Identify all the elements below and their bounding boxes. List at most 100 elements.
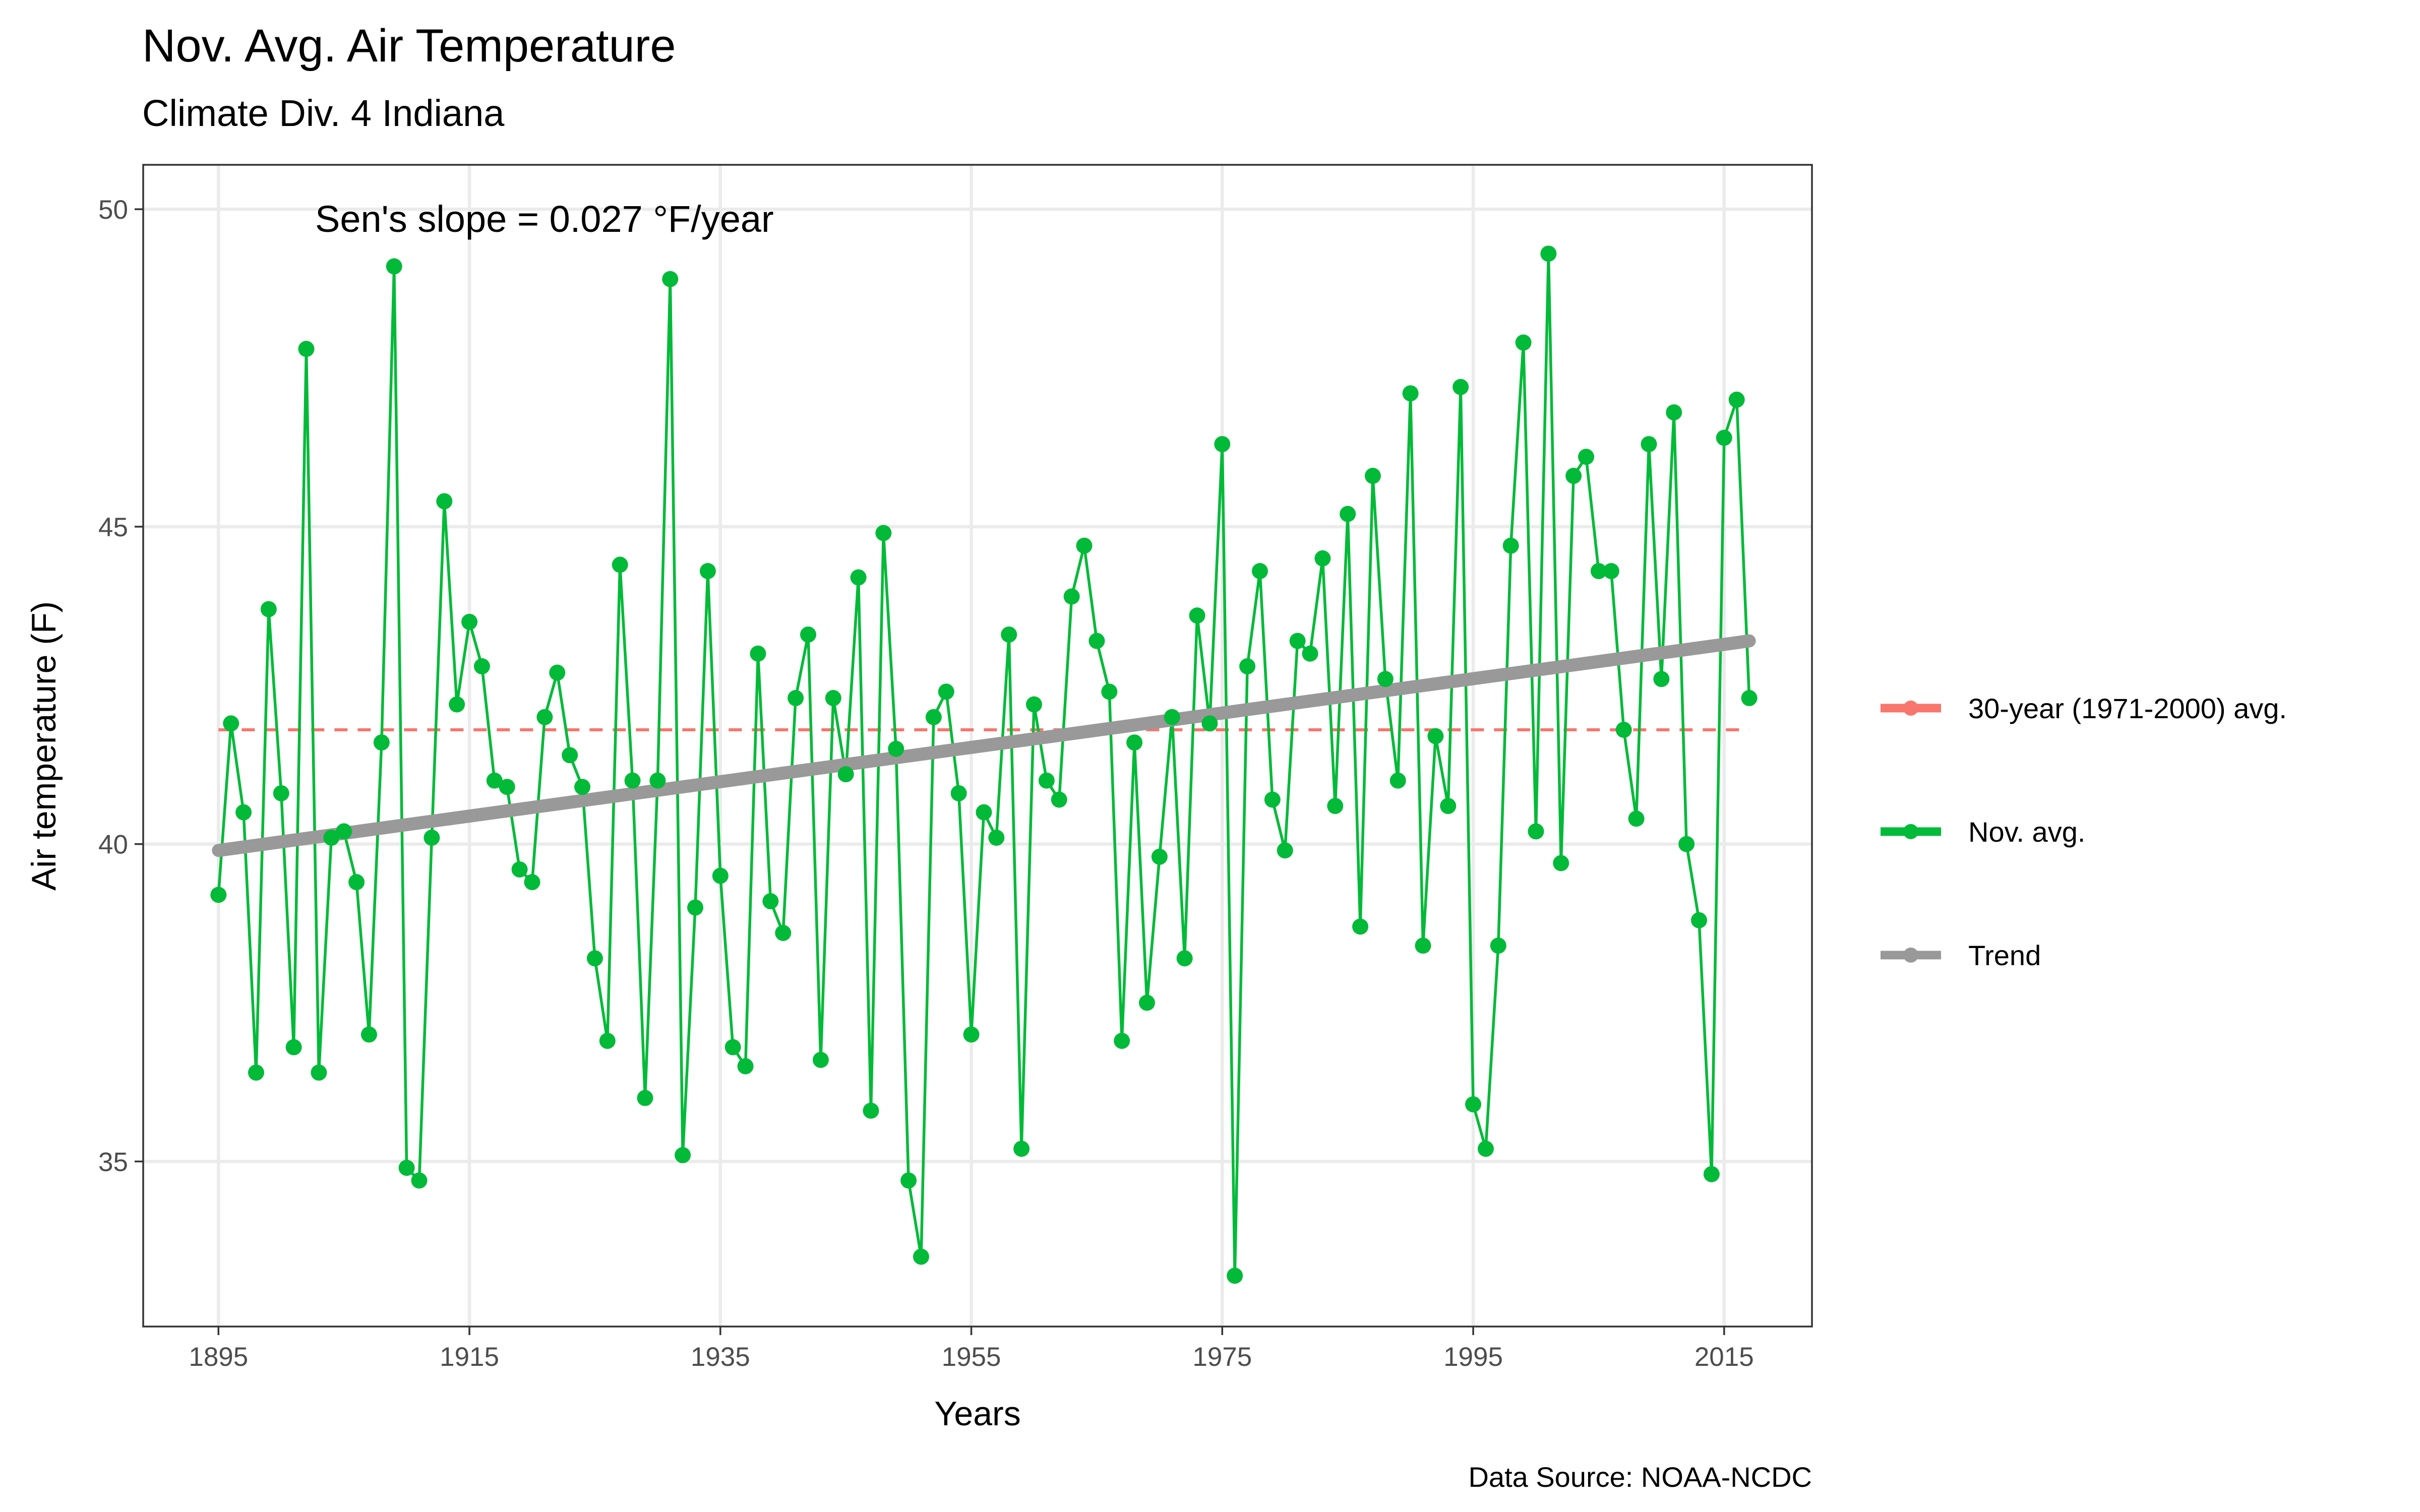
data-point-1911: [411, 1172, 428, 1189]
x-axis-title: Years: [934, 1395, 1020, 1433]
legend: 30-year (1971-2000) avg. Nov. avg. Trend: [1881, 692, 2287, 971]
data-point-1950: [900, 1172, 917, 1189]
y-tick-label-45: 45: [98, 513, 128, 542]
data-point-1987: [1364, 468, 1381, 484]
data-point-1990: [1402, 385, 1419, 402]
data-point-1899: [260, 601, 277, 617]
data-point-1951: [913, 1248, 930, 1265]
data-point-1958: [1001, 626, 1017, 643]
data-point-2004: [1578, 449, 1595, 465]
data-point-1976: [1227, 1268, 1243, 1284]
data-point-1933: [687, 899, 704, 916]
data-point-1992: [1427, 728, 1444, 744]
data-point-1898: [248, 1064, 264, 1081]
x-tick-label-1995: 1995: [1443, 1342, 1503, 1372]
plot-panel: [142, 164, 1813, 1328]
data-point-1949: [888, 740, 904, 757]
data-point-1931: [662, 271, 679, 287]
data-point-1918: [499, 779, 515, 795]
data-point-1962: [1051, 791, 1067, 808]
data-point-1923: [562, 747, 578, 764]
data-point-1975: [1214, 436, 1231, 453]
data-point-1961: [1038, 772, 1055, 789]
series-line: [217, 252, 1751, 1277]
x-tick-label-1975: 1975: [1192, 1342, 1252, 1372]
trend-line: [212, 634, 1756, 857]
y-tick-label-40: 40: [98, 830, 128, 860]
data-point-1971: [1164, 709, 1180, 725]
data-point-1993: [1440, 798, 1457, 814]
data-point-1910: [398, 1160, 415, 1176]
legend-label-trend: Trend: [1968, 939, 2041, 971]
data-point-1896: [223, 715, 239, 732]
data-point-1994: [1453, 379, 1469, 395]
y-tick-label-50: 50: [98, 195, 128, 225]
data-point-1909: [386, 258, 402, 275]
data-point-1972: [1176, 950, 1193, 967]
data-point-1905: [336, 823, 352, 840]
grid: [143, 165, 1812, 1327]
y-axis: 35 40 45 50: [98, 195, 143, 1177]
data-point-1991: [1415, 937, 1431, 954]
data-point-1927: [612, 556, 628, 573]
data-point-1999: [1515, 334, 1532, 351]
data-point-1943: [812, 1051, 829, 1068]
data-point-1926: [599, 1033, 616, 1049]
data-point-1957: [988, 830, 1005, 846]
data-point-1900: [273, 785, 289, 801]
data-point-1956: [976, 804, 992, 821]
data-point-1924: [574, 779, 591, 795]
data-point-1935: [712, 867, 729, 884]
data-point-1901: [285, 1039, 302, 1055]
x-tick-label-1935: 1935: [691, 1342, 750, 1372]
data-point-1915: [461, 613, 478, 630]
x-axis: 1895 1915 1935 1955 1975 1995 2015: [189, 1327, 1754, 1372]
data-point-1919: [511, 861, 528, 878]
data-point-1946: [850, 569, 867, 586]
data-point-1934: [699, 563, 716, 580]
legend-key-point-average: [1903, 701, 1918, 716]
data-point-1944: [825, 690, 841, 707]
data-point-2016: [1728, 392, 1745, 408]
data-point-1979: [1264, 791, 1281, 808]
data-point-2000: [1528, 823, 1544, 840]
data-point-1997: [1490, 937, 1506, 954]
sens-slope-annotation: Sen's slope = 0.027 °F/year: [315, 198, 774, 240]
data-point-1940: [775, 925, 792, 941]
data-point-1973: [1189, 607, 1205, 624]
data-point-2011: [1666, 404, 1682, 421]
data-point-1989: [1389, 772, 1406, 789]
data-point-1998: [1502, 537, 1519, 554]
data-point-1988: [1377, 671, 1394, 687]
data-point-1945: [837, 766, 854, 783]
data-point-1916: [473, 658, 490, 675]
data-point-1974: [1201, 715, 1218, 732]
data-point-1970: [1151, 848, 1168, 865]
data-point-2005: [1590, 563, 1607, 580]
data-point-1913: [436, 493, 453, 510]
data-point-2008: [1628, 810, 1645, 827]
data-point-2010: [1653, 671, 1670, 687]
y-axis-title: Air temperature (F): [25, 601, 63, 891]
chart-subtitle: Climate Div. 4 Indiana: [142, 92, 505, 134]
data-point-1959: [1013, 1141, 1030, 1157]
data-point-1968: [1126, 734, 1143, 751]
data-point-2001: [1540, 245, 1557, 262]
data-point-1966: [1101, 683, 1118, 700]
data-point-1942: [800, 626, 817, 643]
data-point-2002: [1553, 855, 1569, 871]
data-point-1922: [549, 664, 566, 681]
data-point-1995: [1465, 1096, 1482, 1113]
data-point-2015: [1716, 429, 1732, 446]
legend-key-point-series: [1903, 824, 1918, 839]
data-point-1906: [348, 874, 365, 891]
data-point-1908: [373, 734, 390, 751]
data-source-caption: Data Source: NOAA-NCDC: [1468, 1461, 1812, 1493]
data-point-1986: [1352, 918, 1369, 935]
y-tick-label-35: 35: [98, 1148, 128, 1177]
data-point-1925: [586, 950, 603, 967]
x-tick-label-2015: 2015: [1695, 1342, 1754, 1372]
data-point-2013: [1691, 912, 1708, 928]
data-point-1978: [1251, 563, 1268, 580]
